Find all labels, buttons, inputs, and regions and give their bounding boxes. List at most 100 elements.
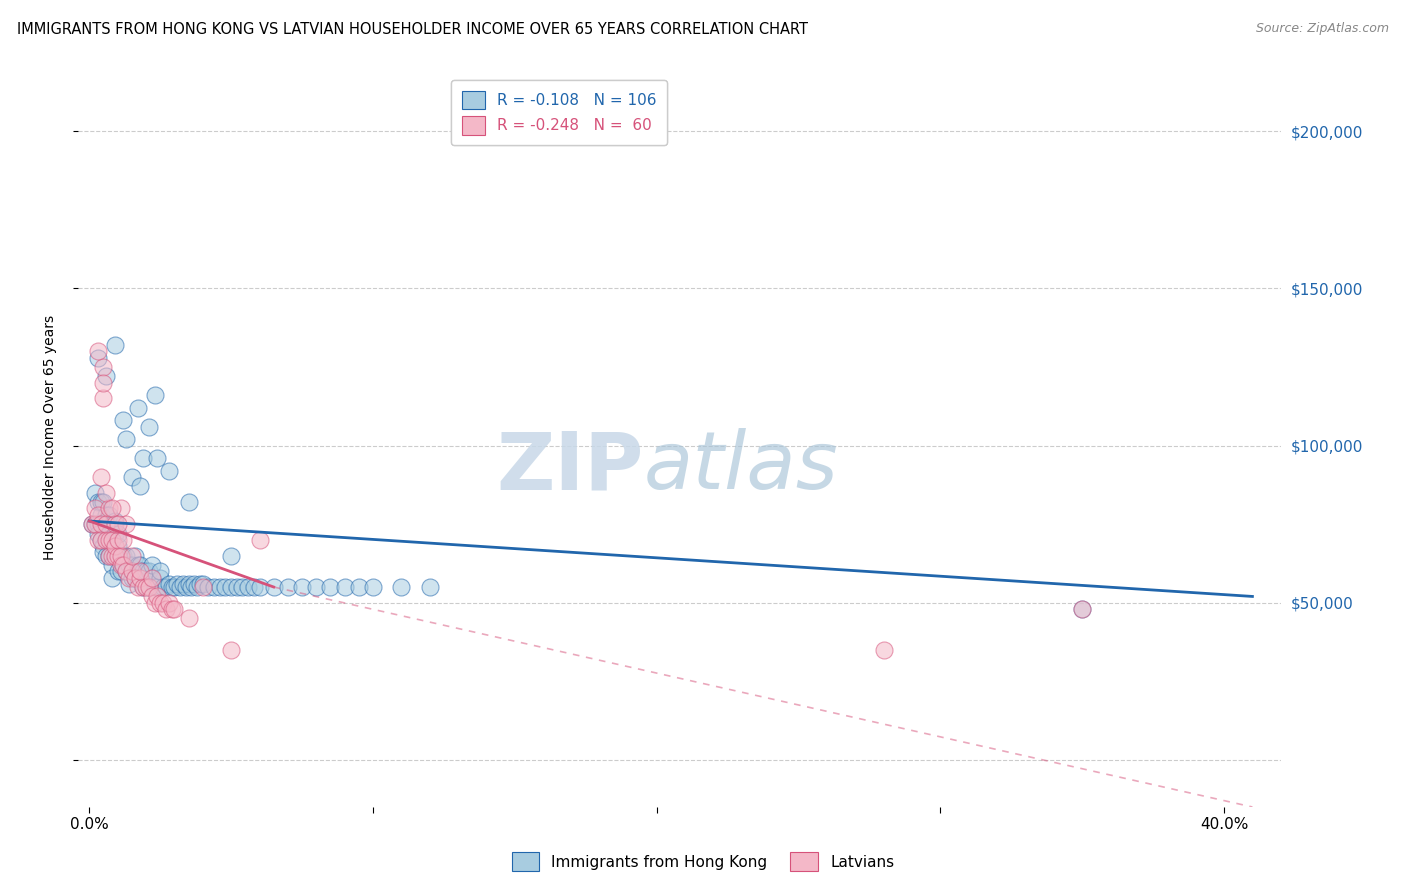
Point xyxy=(101,533,124,547)
Point xyxy=(219,549,242,563)
Point xyxy=(104,539,127,553)
Point xyxy=(82,517,104,532)
Point xyxy=(361,580,384,594)
Point xyxy=(166,577,188,591)
Point xyxy=(87,508,110,522)
Point xyxy=(96,369,118,384)
Point xyxy=(138,564,160,578)
Point xyxy=(115,517,138,532)
Point xyxy=(135,580,157,594)
Point xyxy=(127,558,149,572)
Point xyxy=(146,590,169,604)
Point xyxy=(112,558,135,572)
Point xyxy=(183,577,205,591)
Point xyxy=(155,602,177,616)
Point xyxy=(112,533,135,547)
Point xyxy=(107,526,129,541)
Point xyxy=(118,577,141,591)
Point xyxy=(107,539,129,553)
Point xyxy=(121,564,143,578)
Point xyxy=(90,470,112,484)
Point xyxy=(98,501,121,516)
Point xyxy=(110,549,132,563)
Point xyxy=(186,580,208,594)
Point xyxy=(84,485,107,500)
Point xyxy=(146,580,169,594)
Point xyxy=(219,580,242,594)
Point xyxy=(143,596,166,610)
Point xyxy=(177,611,200,625)
Point xyxy=(87,533,110,547)
Point xyxy=(249,580,271,594)
Point xyxy=(112,558,135,572)
Point xyxy=(107,549,129,563)
Point xyxy=(104,514,127,528)
Point xyxy=(155,580,177,594)
Point xyxy=(129,564,152,578)
Point xyxy=(389,580,412,594)
Point xyxy=(124,571,146,585)
Point xyxy=(107,564,129,578)
Point xyxy=(163,580,186,594)
Point xyxy=(169,580,191,594)
Point xyxy=(87,495,110,509)
Point xyxy=(93,545,115,559)
Point xyxy=(319,580,342,594)
Point xyxy=(104,517,127,532)
Point xyxy=(238,580,260,594)
Point xyxy=(157,464,180,478)
Point xyxy=(121,549,143,563)
Point xyxy=(121,558,143,572)
Point xyxy=(98,549,121,563)
Point xyxy=(90,508,112,522)
Point xyxy=(87,351,110,365)
Point xyxy=(138,419,160,434)
Point xyxy=(197,580,219,594)
Point xyxy=(141,558,163,572)
Point xyxy=(163,602,186,616)
Point xyxy=(101,571,124,585)
Point xyxy=(104,526,127,541)
Point xyxy=(121,571,143,585)
Point xyxy=(98,533,121,547)
Point xyxy=(305,580,328,594)
Point xyxy=(82,517,104,532)
Point xyxy=(84,517,107,532)
Point xyxy=(132,580,155,594)
Point xyxy=(231,580,253,594)
Point xyxy=(141,571,163,585)
Point xyxy=(146,451,169,466)
Point xyxy=(132,580,155,594)
Point xyxy=(90,533,112,547)
Point xyxy=(96,485,118,500)
Y-axis label: Householder Income Over 65 years: Householder Income Over 65 years xyxy=(44,315,58,560)
Point xyxy=(143,388,166,402)
Point xyxy=(110,558,132,572)
Point xyxy=(110,564,132,578)
Text: Source: ZipAtlas.com: Source: ZipAtlas.com xyxy=(1256,22,1389,36)
Point xyxy=(132,564,155,578)
Point xyxy=(118,571,141,585)
Point xyxy=(263,580,285,594)
Point xyxy=(129,479,152,493)
Point xyxy=(202,580,225,594)
Point xyxy=(98,549,121,563)
Point xyxy=(96,533,118,547)
Point xyxy=(96,549,118,563)
Point xyxy=(93,359,115,374)
Point xyxy=(135,580,157,594)
Point xyxy=(87,344,110,359)
Legend: Immigrants from Hong Kong, Latvians: Immigrants from Hong Kong, Latvians xyxy=(506,847,900,877)
Point xyxy=(333,580,356,594)
Point xyxy=(93,539,115,553)
Point xyxy=(115,564,138,578)
Point xyxy=(110,501,132,516)
Legend: R = -0.108   N = 106, R = -0.248   N =  60: R = -0.108 N = 106, R = -0.248 N = 60 xyxy=(451,80,666,145)
Point xyxy=(93,376,115,390)
Text: IMMIGRANTS FROM HONG KONG VS LATVIAN HOUSEHOLDER INCOME OVER 65 YEARS CORRELATIO: IMMIGRANTS FROM HONG KONG VS LATVIAN HOU… xyxy=(17,22,808,37)
Point xyxy=(191,577,214,591)
Text: ZIP: ZIP xyxy=(496,428,644,507)
Point xyxy=(157,596,180,610)
Point xyxy=(104,549,127,563)
Point xyxy=(115,564,138,578)
